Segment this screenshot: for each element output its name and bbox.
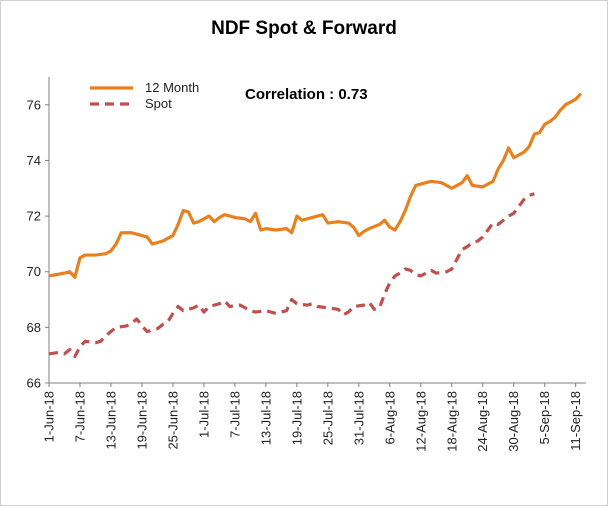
x-tick-label: 1-Jun-18 bbox=[42, 391, 57, 442]
x-tick-label: 13-Jul-18 bbox=[258, 391, 273, 445]
x-tick-label: 30-Aug-18 bbox=[506, 391, 521, 452]
series-line-spot bbox=[48, 192, 535, 359]
series-line-12-month bbox=[48, 92, 583, 279]
legend-label-spot: Spot bbox=[145, 96, 172, 111]
y-tick-label: 76 bbox=[27, 97, 41, 112]
y-tick-label: 68 bbox=[27, 320, 41, 335]
legend-label-12-month: 12 Month bbox=[145, 80, 199, 95]
chart-title: NDF Spot & Forward bbox=[211, 18, 397, 39]
x-tick-label: 18-Aug-18 bbox=[444, 391, 459, 452]
correlation-annotation: Correlation : 0.73 bbox=[245, 86, 368, 103]
y-tick-label: 66 bbox=[27, 376, 41, 391]
y-tick-label: 74 bbox=[27, 153, 41, 168]
x-tick-label: 24-Aug-18 bbox=[475, 391, 490, 452]
x-tick-label: 25-Jul-18 bbox=[320, 391, 335, 445]
x-tick-label: 31-Jul-18 bbox=[351, 391, 366, 445]
x-tick-label: 13-Jun-18 bbox=[103, 391, 118, 450]
series-layer bbox=[48, 92, 583, 359]
x-tick-label: 7-Jun-18 bbox=[72, 391, 87, 442]
x-tick-label: 19-Jun-18 bbox=[134, 391, 149, 450]
x-tick-label: 12-Aug-18 bbox=[413, 391, 428, 452]
legend: 12 Month Spot bbox=[90, 80, 199, 111]
y-tick-label: 72 bbox=[27, 209, 41, 224]
x-tick-label: 5-Sep-18 bbox=[537, 391, 552, 444]
x-tick-label: 6-Aug-18 bbox=[382, 391, 397, 444]
x-tick-label: 25-Jun-18 bbox=[165, 391, 180, 450]
x-tick-label: 19-Jul-18 bbox=[289, 391, 304, 445]
x-tick-label: 1-Jul-18 bbox=[196, 391, 211, 438]
y-tick-label: 70 bbox=[27, 264, 41, 279]
chart-axes: 66 68 70 72 74 76 1-Jun-18 7-Jun-18 13-Jun-18 19-… bbox=[27, 77, 586, 452]
x-tick-label: 11-Sep-18 bbox=[568, 391, 583, 451]
x-tick-label: 7-Jul-18 bbox=[227, 391, 242, 438]
